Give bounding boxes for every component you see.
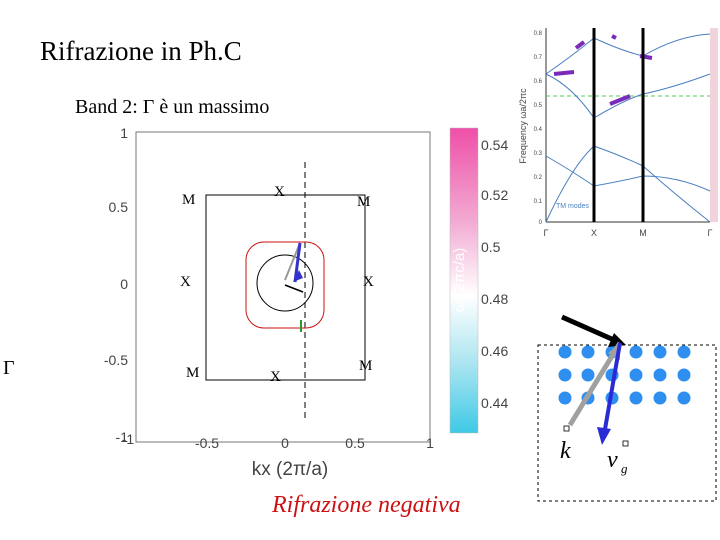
- band-x-tick: M: [639, 228, 647, 238]
- x-axis-label: kx (2π/a): [252, 459, 328, 480]
- band-highlight: [574, 40, 586, 50]
- band-edge-strip: [710, 28, 718, 222]
- band-highlight: [553, 70, 575, 76]
- band-y-tick: 0.1: [534, 199, 543, 205]
- colorbar-tick: 0.44: [481, 395, 508, 411]
- colorbar-tick: 0.48: [481, 291, 508, 307]
- band-y-tick: 0: [539, 220, 543, 226]
- inner-contour: [256, 254, 314, 312]
- band-x-tick: Γ: [708, 228, 713, 238]
- band-x-tick: Γ: [544, 228, 549, 238]
- vg-subscript: g: [621, 461, 628, 476]
- band-1: [545, 145, 711, 223]
- y-tick: 1: [120, 125, 128, 141]
- band-highlight: [609, 94, 631, 106]
- bz-label-top-left: M: [182, 192, 195, 208]
- band-y-tick: 0.7: [534, 55, 543, 61]
- bz-label-bottom-left: M: [186, 365, 199, 381]
- vg-marker: [622, 440, 629, 447]
- y-tick: -1: [116, 429, 129, 445]
- y-tick: 0: [120, 276, 128, 292]
- brillouin-zone: [205, 194, 366, 381]
- band-legend: TM modes: [556, 203, 590, 210]
- colorbar-tick: 0.46: [481, 343, 508, 359]
- k-vector: [567, 341, 623, 427]
- band-diagram: Frequency ωa/2πc 0.8 0.7 0.6 0.5 0.4 0.3…: [518, 28, 718, 238]
- band-y-tick: 0.8: [534, 31, 543, 37]
- band-y-tick: 0.6: [534, 79, 543, 85]
- grey-arrow: [284, 242, 301, 281]
- blue-arrow-head: [293, 270, 303, 282]
- caption-negative-refraction: Rifrazione negativa: [272, 492, 461, 518]
- bz-label-bottom-right: M: [359, 358, 372, 374]
- photonic-crystal-lattice: [558, 345, 691, 405]
- bz-label-top-center: X: [274, 184, 285, 200]
- y-tick: -0.5: [104, 352, 128, 368]
- x-tick: 0: [281, 435, 289, 451]
- colorbar: ω (2πc/a) 0.54 0.52 0.5 0.48 0.46 0.44: [449, 127, 508, 434]
- x-tick: -1: [122, 431, 135, 447]
- colorbar-label: ω (2πc/a): [451, 248, 468, 313]
- black-arrow: [284, 284, 304, 293]
- colorbar-tick: 0.52: [481, 187, 508, 203]
- gamma-side-label: Γ: [3, 357, 15, 379]
- band-x-tick: X: [591, 228, 597, 238]
- vg-label: v: [607, 447, 618, 473]
- colorbar-tick: 0.54: [481, 137, 508, 153]
- band-3: [545, 33, 711, 75]
- band-y-label: Frequency ωa/2πc: [518, 88, 528, 164]
- band-4: [545, 155, 711, 192]
- plot-frame: [135, 131, 431, 443]
- contour-plot: M X M X X M X M 1 0.5 0 -0.5 -1 -1 -0.5 …: [104, 125, 434, 480]
- vg-vector-head: [597, 427, 611, 445]
- band-highlight: [611, 34, 617, 40]
- band-y-tick: 0.4: [534, 127, 543, 133]
- band-y-tick: 0.3: [534, 151, 543, 157]
- bz-label-top-right: M: [357, 194, 370, 210]
- band-y-tick: 0.5: [534, 103, 543, 109]
- band-y-tick: 0.2: [534, 175, 543, 181]
- band-2: [545, 73, 711, 119]
- slide-subtitle: Band 2: Γ è un massimo: [75, 96, 270, 118]
- k-label: k: [560, 438, 571, 464]
- refraction-diagram: k v g: [537, 314, 717, 502]
- colorbar-gradient: [449, 127, 479, 434]
- x-tick: 1: [426, 435, 434, 451]
- bz-label-bottom-center: X: [270, 369, 281, 385]
- x-tick: 0.5: [345, 435, 365, 451]
- bz-label-mid-right: X: [363, 274, 374, 290]
- vg-vector: [602, 342, 622, 436]
- y-tick: 0.5: [109, 199, 129, 215]
- slide-title: Rifrazione in Ph.C: [40, 36, 242, 66]
- incident-beam: [560, 314, 616, 343]
- colorbar-tick: 0.5: [481, 239, 501, 255]
- crystal-region: [537, 344, 717, 502]
- x-tick: -0.5: [195, 435, 219, 451]
- bz-label-mid-left: X: [180, 274, 191, 290]
- outer-contour: [245, 241, 325, 329]
- blue-arrow: [293, 242, 302, 283]
- k-marker: [563, 425, 570, 432]
